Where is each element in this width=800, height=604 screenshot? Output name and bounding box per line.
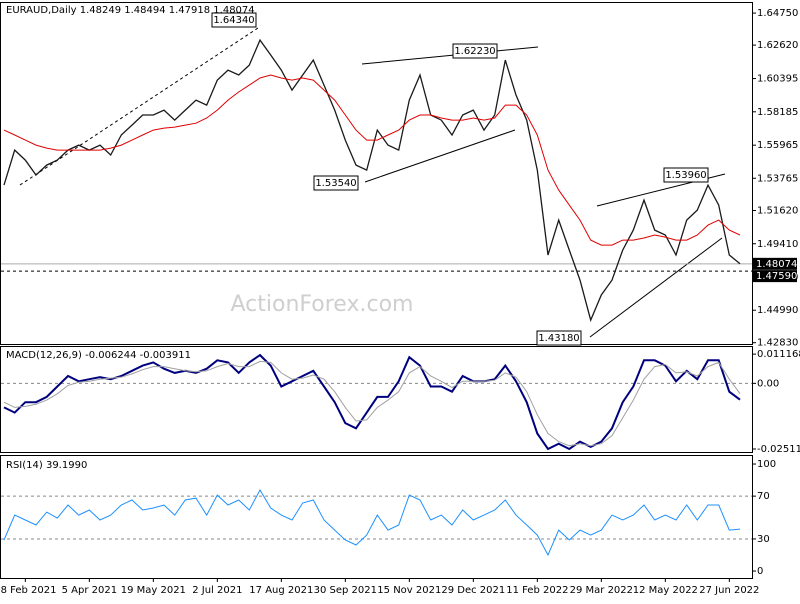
x-tick-label: 15 Nov 2021: [377, 585, 441, 596]
y-tick-label: 1.53765: [757, 173, 798, 184]
y-tick-label: 100: [757, 459, 776, 470]
x-tick-label: 29 Dec 2021: [441, 585, 505, 596]
price-pane: [0, 2, 753, 345]
y-tick-label: 0.011168: [757, 349, 800, 360]
annotation: 1.64340: [213, 15, 254, 26]
annotation-box: [313, 175, 359, 191]
series-line: [3, 38, 741, 323]
y-tick-label: 1.44990: [757, 305, 798, 316]
y-tick-label: 1.51620: [757, 206, 798, 217]
price-marker: [753, 257, 797, 270]
trend-line: [589, 237, 723, 338]
indicator-title: RSI(14) 39.1990: [6, 460, 87, 471]
y-tick-label: 0: [757, 566, 763, 577]
rsi-pane: [0, 455, 753, 579]
trend-line: [364, 129, 516, 183]
macd-pane: [0, 346, 753, 453]
y-tick-label: 70: [757, 491, 770, 502]
watermark: ActionForex.com: [231, 292, 414, 317]
price-marker-label: 1.47590: [756, 271, 797, 282]
annotation-box: [211, 12, 257, 28]
y-tick-label: -0.025117: [757, 444, 800, 455]
annotation-box: [536, 330, 582, 346]
x-tick-label: 5 Apr 2021: [62, 585, 117, 596]
y-tick-label: 1.42830: [757, 338, 798, 349]
x-tick-label: 12 May 2022: [633, 585, 698, 596]
series-line: [3, 353, 741, 451]
annotation: 1.53960: [665, 170, 706, 181]
x-tick-label: 2 Jul 2021: [192, 585, 242, 596]
y-tick-label: 1.60395: [757, 74, 798, 85]
indicator-title: MACD(12,26,9) -0.006244 -0.003911: [6, 350, 191, 361]
annotation-box: [452, 43, 498, 59]
annotation: 1.53540: [315, 178, 356, 189]
x-tick-label: 18 Feb 2021: [0, 585, 56, 596]
x-tick-label: 29 Mar 2022: [570, 585, 633, 596]
annotation: 1.62230: [454, 46, 495, 57]
price-marker-label: 1.48074: [756, 259, 797, 270]
price-marker: [753, 270, 797, 283]
y-tick-label: 0.00: [757, 378, 779, 389]
series-line: [3, 488, 741, 557]
x-tick-label: 27 Jun 2022: [699, 585, 759, 596]
trend-line: [361, 46, 539, 65]
x-tick-label: 17 Aug 2021: [249, 585, 313, 596]
annotation: 1.43180: [538, 333, 579, 344]
chart-title: EURAUD,Daily 1.48249 1.48494 1.47918 1.4…: [6, 5, 255, 16]
y-tick-label: 1.62620: [757, 40, 798, 51]
y-tick-label: 1.55965: [757, 140, 798, 151]
annotation-box: [663, 167, 709, 183]
y-tick-label: 30: [757, 534, 770, 545]
x-tick-label: 19 May 2021: [121, 585, 186, 596]
y-tick-label: 1.49410: [757, 239, 798, 250]
series-line: [3, 74, 741, 246]
y-tick-label: 1.58185: [757, 107, 798, 118]
y-tick-label: 1.64750: [757, 8, 798, 19]
series-line: [3, 360, 741, 447]
x-tick-label: 30 Sep 2021: [314, 585, 377, 596]
x-tick-label: 11 Feb 2022: [506, 585, 568, 596]
